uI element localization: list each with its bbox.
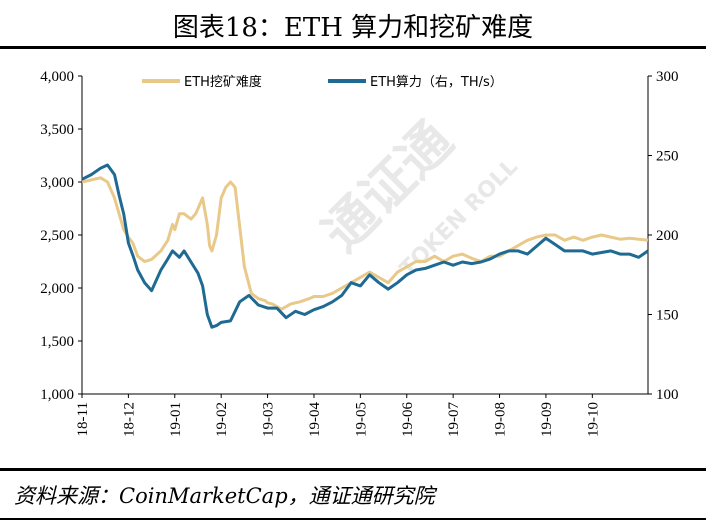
x-tick-label: 19-06 xyxy=(400,402,416,437)
left-y-axis-ticks: 1,000 1,500 2,000 2,500 3,000 3,500 4,000 xyxy=(40,69,82,403)
left-y-tick-label: 4,000 xyxy=(40,69,74,85)
left-y-tick-label: 3,500 xyxy=(40,122,74,138)
x-tick-label: 19-05 xyxy=(353,402,369,437)
title-rule xyxy=(0,46,706,49)
series-line-eth-hashrate xyxy=(81,163,649,329)
right-y-tick-label: 300 xyxy=(656,69,679,85)
x-tick-label: 18-12 xyxy=(121,402,137,437)
x-tick-label: 19-04 xyxy=(307,402,323,437)
x-tick-label: 19-08 xyxy=(493,402,509,437)
footer-rule xyxy=(0,468,706,471)
x-tick-label: 19-10 xyxy=(585,402,601,437)
left-y-tick-label: 1,500 xyxy=(40,334,74,350)
chart-title: 图表18：ETH 算力和挖矿难度 xyxy=(173,13,533,43)
left-y-tick-label: 2,500 xyxy=(40,228,74,244)
x-axis-ticks: 18-11 18-12 19-01 19-02 19-03 19-04 19-05 19-06… xyxy=(75,394,601,437)
right-y-axis-ticks: 100 150 200 250 300 xyxy=(648,69,679,403)
right-y-tick-label: 100 xyxy=(656,387,679,403)
left-y-tick-label: 3,000 xyxy=(40,175,74,191)
left-y-tick-label: 1,000 xyxy=(40,387,74,403)
right-y-tick-label: 200 xyxy=(656,228,679,244)
left-y-tick-label: 2,000 xyxy=(40,281,74,297)
right-y-tick-label: 250 xyxy=(656,149,679,165)
right-y-tick-label: 150 xyxy=(656,308,679,324)
x-tick-label: 19-03 xyxy=(261,402,277,437)
legend: ETH挖矿难度 ETH算力（右，TH/s） xyxy=(142,74,503,90)
x-tick-label: 19-01 xyxy=(168,402,184,437)
bottom-rule xyxy=(0,518,706,520)
x-tick-label: 19-09 xyxy=(539,402,555,437)
source-note: 资料来源：CoinMarketCap，通证通研究院 xyxy=(14,484,438,508)
x-tick-label: 18-11 xyxy=(75,402,91,436)
legend-label-hashrate: ETH算力（右，TH/s） xyxy=(370,75,503,90)
legend-label-difficulty: ETH挖矿难度 xyxy=(184,74,262,90)
series-line-eth-difficulty xyxy=(81,176,649,311)
x-tick-label: 19-07 xyxy=(446,402,462,437)
x-tick-label: 19-02 xyxy=(214,402,230,437)
